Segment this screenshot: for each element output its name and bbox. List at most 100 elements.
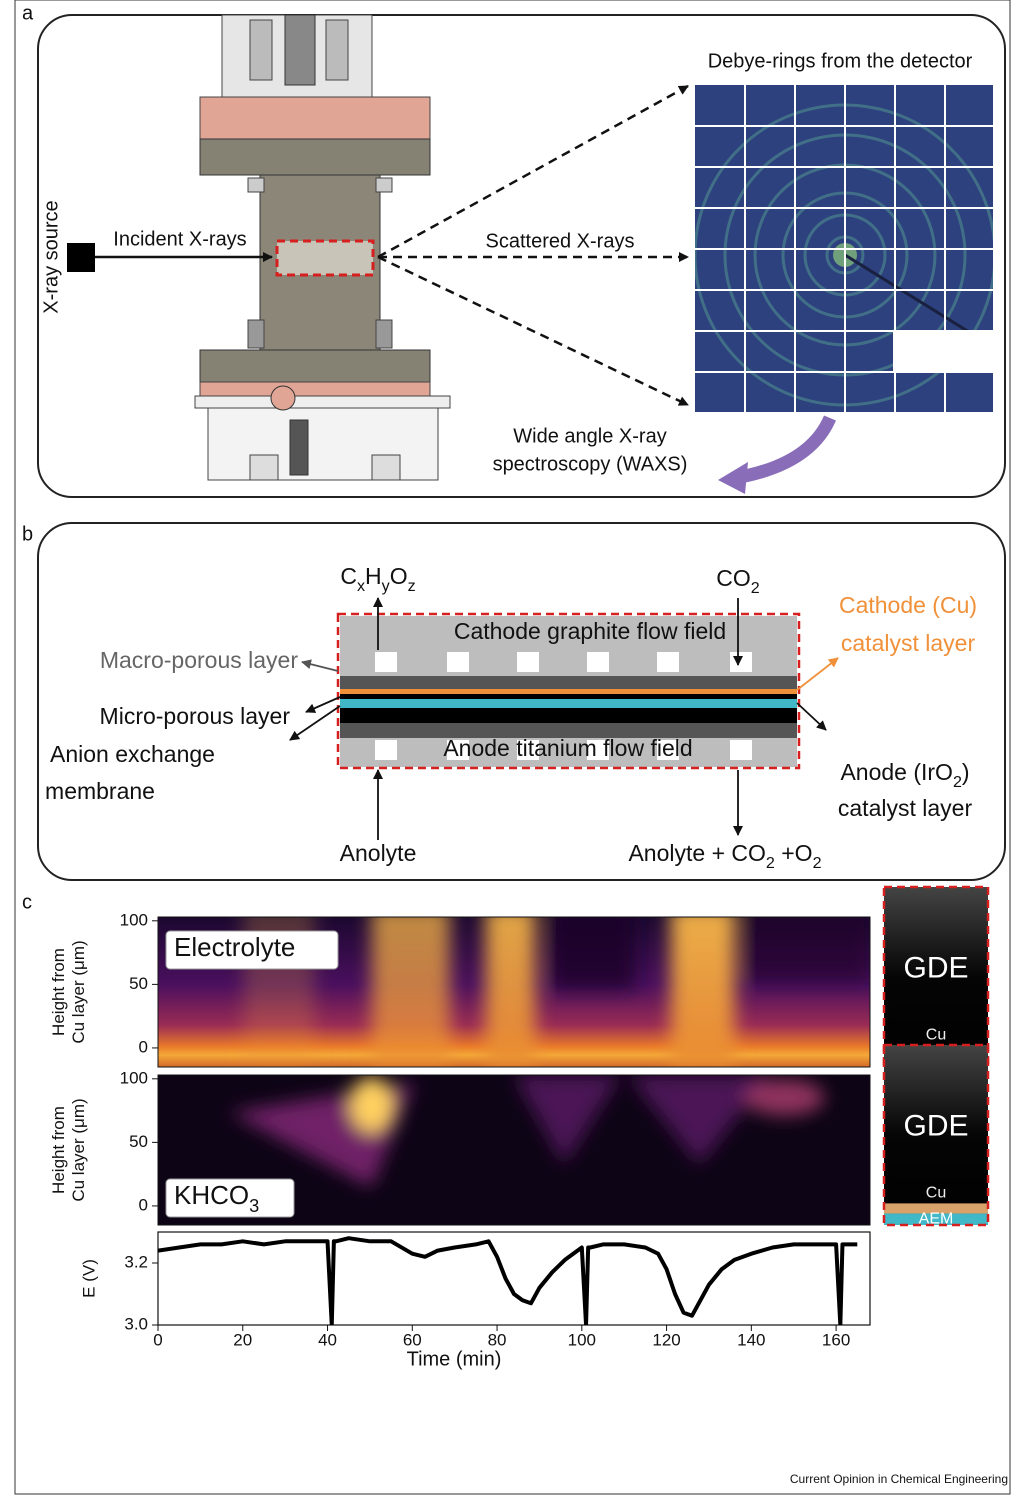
label: catalyst layer <box>841 630 976 656</box>
x-tick-label: 40 <box>318 1330 337 1349</box>
shape-rect <box>517 652 539 672</box>
label-line: Height from <box>49 948 68 1036</box>
label: Anode (IrO2) <box>840 759 969 791</box>
text-part: x <box>357 577 365 595</box>
text-part: 2 <box>953 773 962 791</box>
schematic-label: GDE <box>903 1109 968 1142</box>
shape-rect <box>248 320 264 348</box>
label: catalyst layer <box>838 795 973 821</box>
schematic-label: Cu <box>926 1185 946 1202</box>
label: membrane <box>45 778 155 804</box>
text-part: C <box>340 563 357 589</box>
label: Micro-porous layer <box>100 703 291 729</box>
x-tick-label: 60 <box>403 1330 422 1349</box>
shape-rect <box>587 652 609 672</box>
label: X-ray source <box>40 200 62 313</box>
x-tick-label: 120 <box>652 1330 680 1349</box>
label: spectroscopy (WAXS) <box>493 453 688 475</box>
panel-label: a <box>22 2 34 24</box>
label: Cathode graphite flow field <box>454 618 726 644</box>
text-part: Anolyte + CO <box>628 840 765 866</box>
shape-rect <box>208 408 438 480</box>
shape-rect <box>376 320 392 348</box>
detector-image <box>695 85 995 412</box>
plume <box>486 907 536 1067</box>
y-axis-label: Height fromCu layer (μm) <box>49 1098 88 1201</box>
text-part: 2 <box>751 579 760 597</box>
shape-circle <box>271 386 295 410</box>
shape-rect <box>657 652 679 672</box>
text-part: 2 <box>813 854 822 872</box>
x-tick-label: 80 <box>488 1330 507 1349</box>
text-part: H <box>365 563 382 589</box>
label: Scattered X-rays <box>486 230 635 252</box>
dark-zone <box>742 907 870 982</box>
label: CxHyOz <box>340 563 415 595</box>
shape-rect <box>290 420 308 475</box>
shape-rect <box>376 178 392 192</box>
shape-rect <box>340 694 797 699</box>
text-part: 3 <box>249 1196 259 1216</box>
label-line: Height from <box>49 1106 68 1194</box>
plume <box>671 907 735 1067</box>
shape-rect <box>285 15 315 85</box>
schematic-label: GDE <box>903 951 968 984</box>
y-axis-label: E (V) <box>79 1259 98 1298</box>
text-part: ) <box>962 759 970 785</box>
shape-rect <box>200 382 430 396</box>
shape-rect <box>250 455 278 480</box>
y-tick-label: 100 <box>120 1068 148 1087</box>
text-part: z <box>408 577 416 595</box>
text-part: +O <box>775 840 813 866</box>
shape-line <box>302 662 338 671</box>
y-tick-label: 0 <box>139 1195 148 1214</box>
shape-rect <box>340 676 797 689</box>
panel-label: b <box>22 523 33 545</box>
blob <box>350 1077 394 1133</box>
shape-rect <box>250 20 272 80</box>
label: CO2 <box>716 565 760 597</box>
figure: a Debye-rings from the detector X-ray so… <box>0 0 1021 1495</box>
label-line: Cu layer (μm) <box>69 940 88 1043</box>
label: Anolyte <box>340 840 417 866</box>
shape-rect <box>730 652 752 672</box>
chart-title: Electrolyte <box>174 932 295 962</box>
shape-line <box>290 706 340 740</box>
label: Anolyte + CO2 +O2 <box>628 840 821 872</box>
page: {"panel_a":{"label":"a","detector_label"… <box>0 0 1021 1495</box>
y-tick-label: 100 <box>120 910 148 929</box>
schematic-label: AEM <box>919 1210 954 1227</box>
shape-rect <box>447 652 469 672</box>
shape-rect <box>326 20 348 80</box>
x-axis-label: Time (min) <box>407 1348 502 1370</box>
shape-rect <box>730 740 752 760</box>
shape-rect <box>200 97 430 139</box>
y-tick-label: 0 <box>139 1037 148 1056</box>
shape-rect <box>248 178 264 192</box>
footer: Current Opinion in Chemical Engineering <box>790 1472 1008 1486</box>
plume <box>372 907 450 1067</box>
text-part: KHCO <box>174 1180 249 1210</box>
x-tick-label: 140 <box>737 1330 765 1349</box>
label: Incident X-rays <box>113 228 246 250</box>
x-tick-label: 0 <box>153 1330 162 1349</box>
shape-rect <box>340 708 797 723</box>
x-tick-label: 100 <box>568 1330 596 1349</box>
shape-path <box>718 462 748 494</box>
shape-rect <box>375 740 397 760</box>
x-tick-label: 160 <box>822 1330 850 1349</box>
shape-rect <box>372 455 400 480</box>
label: Debye-rings from the detector <box>708 50 973 72</box>
shape-line <box>797 658 838 690</box>
x-tick-label: 20 <box>233 1330 252 1349</box>
schematic-label: Cu <box>926 1027 946 1044</box>
panel-label: c <box>22 891 32 913</box>
shape-rect <box>893 332 993 371</box>
y-tick-label: 50 <box>129 974 148 993</box>
text-part: 2 <box>766 854 775 872</box>
y-tick-label: 3.2 <box>124 1252 148 1271</box>
label-line: Cu layer (μm) <box>69 1098 88 1201</box>
shape-path <box>735 418 830 478</box>
text-part: CO <box>716 565 751 591</box>
